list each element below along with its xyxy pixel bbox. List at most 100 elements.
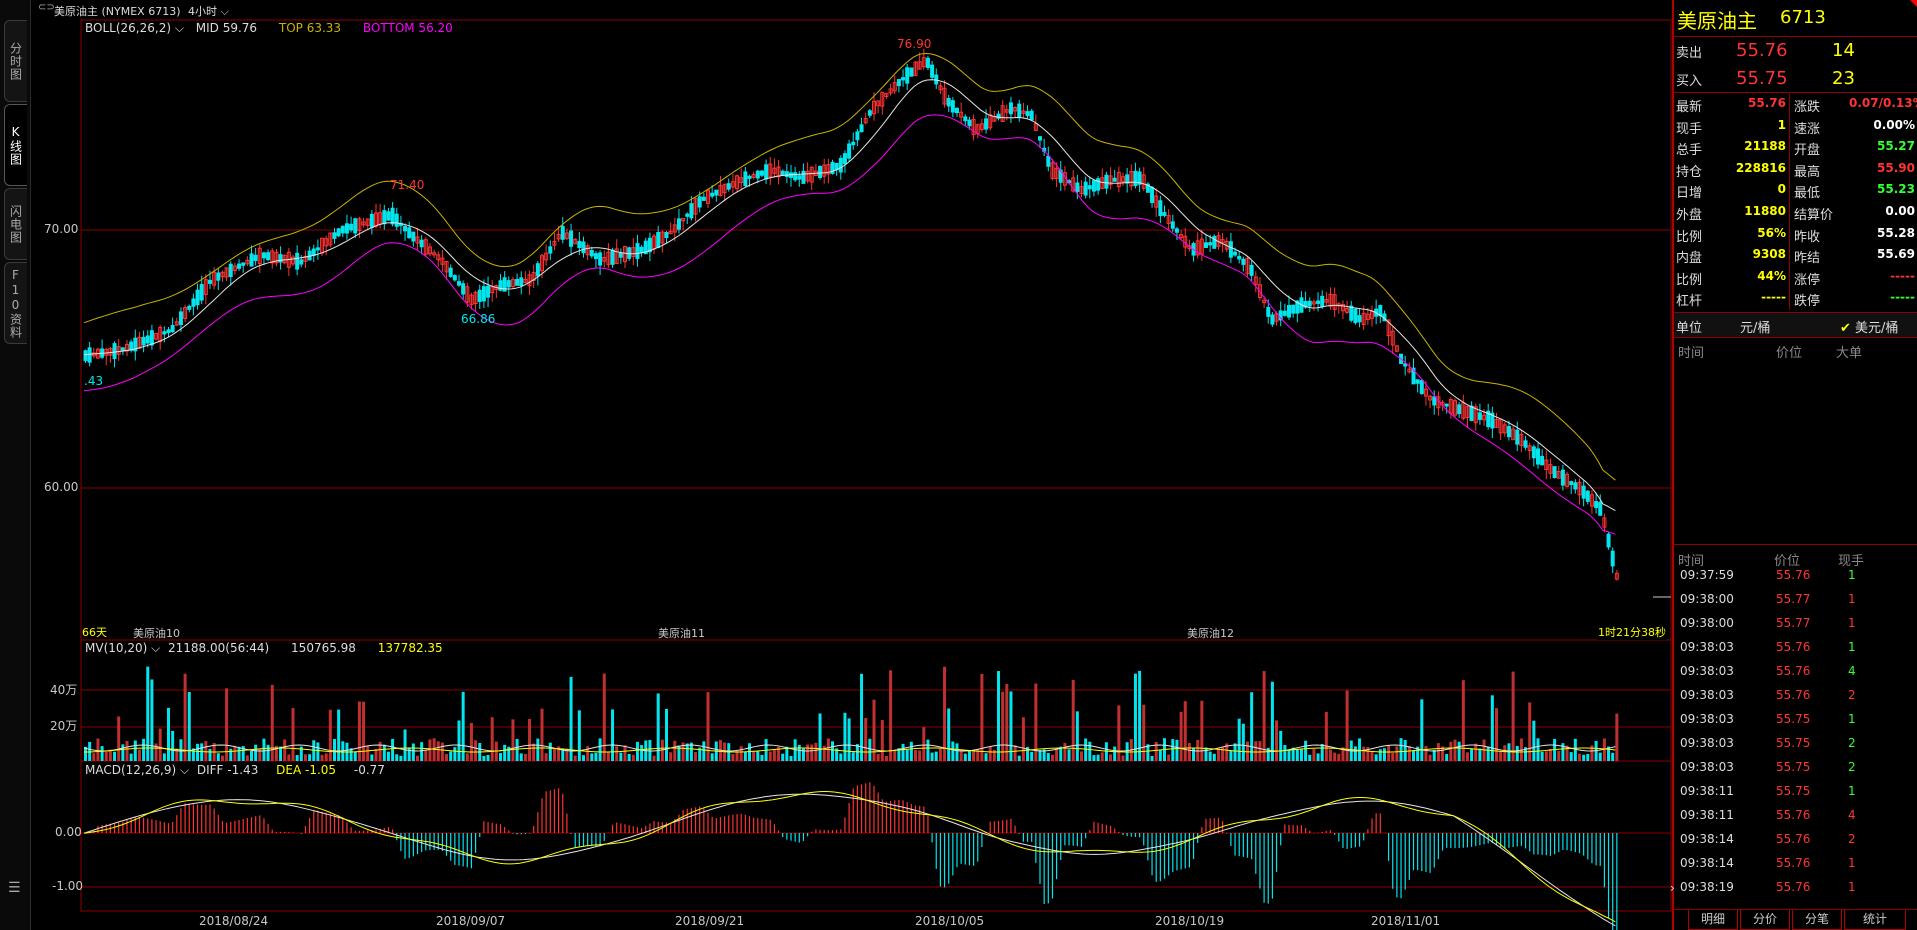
volume-bar [1038,750,1042,761]
candle-body [282,254,287,264]
candle-body [125,344,129,352]
candle-body [1150,186,1155,203]
candle-body [1291,304,1296,314]
candle-body [1158,200,1163,217]
volume-bar [793,739,797,761]
candle-body [411,231,416,242]
volume-bar [880,719,884,761]
candle-body [1029,110,1034,121]
candle-body [1407,368,1412,373]
candle-body [1490,412,1495,429]
volume-bar [735,751,739,761]
contract-label: 美原油12 [1187,627,1234,640]
volume-bar [1495,708,1498,761]
volume-bar [1283,745,1287,761]
tick-row: 09:38:00 55.77 1 [1680,616,1856,630]
candle-body [261,252,266,259]
volume-bar [523,753,527,761]
candle-body [610,249,615,265]
candle-body [461,283,466,295]
candle-body [1129,170,1134,187]
volume-bar [117,716,121,761]
volume-bar [677,745,681,761]
candle-body [1519,433,1524,446]
candle-body [573,238,578,245]
volume-bar [303,754,307,761]
volume-bar [295,755,299,761]
volume-bar [1486,746,1490,761]
volume-bar [590,753,594,761]
volume-bar [652,755,656,761]
candle-body [556,233,561,240]
volume-bar [1138,670,1142,761]
volume-bar [1005,684,1009,761]
period-selector[interactable]: 4小时 ⌵ [188,5,229,18]
candle-body [1162,212,1167,216]
candle-body [457,281,461,286]
unit-option[interactable]: ✔ 美元/桶 [1840,321,1899,336]
candle-body [589,249,594,257]
candle-body [1544,459,1549,470]
ask-row: 卖出 55.76 14 [1676,40,1855,61]
candle-body [353,218,358,234]
volume-bar [760,754,764,761]
candle-body [759,170,764,176]
candle-body [1394,345,1399,352]
tab-detail[interactable]: 明细 [1688,910,1738,930]
volume-bar [1080,751,1083,761]
volume-bar [1034,683,1038,761]
candle-body [1087,185,1092,190]
tab-flash[interactable]: 闪电图 [4,188,27,260]
candle-body [1204,242,1208,249]
tab-timeshare[interactable]: 分时图 [4,20,27,102]
volume-bar [395,754,399,761]
candle-body [473,291,478,305]
volume-bar [922,727,926,761]
volume-bar [602,673,606,761]
tab-f10[interactable]: F10资料 [4,262,27,344]
unit-value[interactable]: 元/桶 [1740,321,1771,336]
macd-dea-line [83,791,1616,923]
menu-icon[interactable]: ☰ [8,880,21,896]
tab-stats[interactable]: 统计 [1844,910,1906,930]
tab-price-dist[interactable]: 分价 [1740,910,1790,930]
volume-bar [1573,738,1577,761]
macd-label[interactable]: MACD(12,26,9) [85,763,177,777]
candle-body [1469,405,1474,422]
kline-chart[interactable] [0,0,1672,930]
volume-bar [909,741,913,761]
volume-bar [445,753,449,761]
boll-label[interactable]: BOLL(26,26,2) [85,21,172,35]
volume-bar [1358,738,1362,761]
volume-bar [121,744,125,761]
candle-body [1540,455,1545,466]
candle-body [872,100,876,115]
volume-bar [1142,704,1146,761]
volume-bar [992,749,996,761]
candle-body [668,230,673,235]
candle-body [1536,448,1540,465]
volume-bar [191,748,195,761]
date-tick: 2018/09/07 [436,914,506,928]
volume-bar [930,752,934,761]
candle-body [560,225,565,240]
volume-bar [988,746,992,761]
candle-body [892,82,897,92]
chevron-right-icon: › [1670,881,1675,895]
candle-body [486,285,491,298]
tab-kline[interactable]: K线图 [4,104,27,186]
candle-body [203,279,208,295]
volume-bar [1465,752,1469,761]
volume-bar [1412,750,1415,761]
volume-bar [959,749,963,761]
volume-bar [1088,741,1092,761]
candle-body [249,253,254,267]
candle-body [1486,410,1491,428]
candle-body [332,232,337,239]
tick-list[interactable]: 09:37:59 55.76 1 09:38:00 55.77 1 09:38:00 55.7… [1674,566,1917,910]
candle-body [917,61,922,70]
candle-body [876,100,881,107]
tab-ticks[interactable]: 分笔 [1792,910,1842,930]
mv-label[interactable]: MV(10,20) [85,641,148,655]
volume-bar [270,684,274,761]
